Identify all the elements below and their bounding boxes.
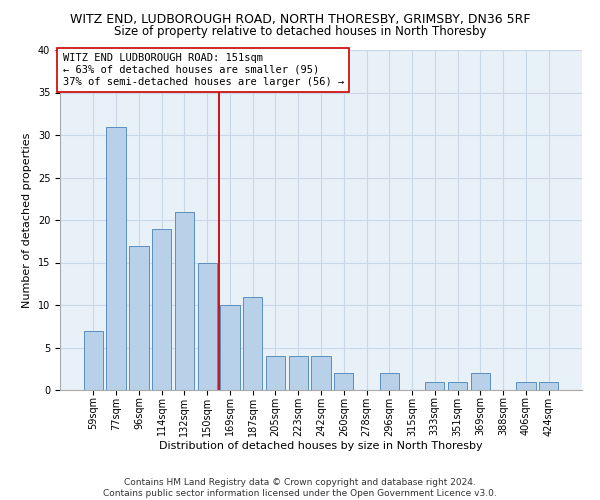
Bar bbox=[106, 126, 126, 390]
Text: WITZ END LUDBOROUGH ROAD: 151sqm
← 63% of detached houses are smaller (95)
37% o: WITZ END LUDBOROUGH ROAD: 151sqm ← 63% o… bbox=[62, 54, 344, 86]
Bar bbox=[175, 212, 194, 390]
Bar bbox=[425, 382, 445, 390]
Bar bbox=[516, 382, 536, 390]
Text: Contains HM Land Registry data © Crown copyright and database right 2024.
Contai: Contains HM Land Registry data © Crown c… bbox=[103, 478, 497, 498]
Bar bbox=[311, 356, 331, 390]
Bar bbox=[266, 356, 285, 390]
Bar bbox=[84, 330, 103, 390]
Text: WITZ END, LUDBOROUGH ROAD, NORTH THORESBY, GRIMSBY, DN36 5RF: WITZ END, LUDBOROUGH ROAD, NORTH THORESB… bbox=[70, 12, 530, 26]
Bar bbox=[152, 228, 172, 390]
Y-axis label: Number of detached properties: Number of detached properties bbox=[22, 132, 32, 308]
Bar bbox=[197, 262, 217, 390]
Bar bbox=[448, 382, 467, 390]
Bar bbox=[289, 356, 308, 390]
Bar bbox=[129, 246, 149, 390]
Text: Size of property relative to detached houses in North Thoresby: Size of property relative to detached ho… bbox=[114, 25, 486, 38]
Bar bbox=[334, 373, 353, 390]
Bar bbox=[470, 373, 490, 390]
Bar bbox=[539, 382, 558, 390]
Bar bbox=[220, 305, 239, 390]
Bar bbox=[243, 296, 262, 390]
Bar bbox=[380, 373, 399, 390]
X-axis label: Distribution of detached houses by size in North Thoresby: Distribution of detached houses by size … bbox=[159, 441, 483, 451]
